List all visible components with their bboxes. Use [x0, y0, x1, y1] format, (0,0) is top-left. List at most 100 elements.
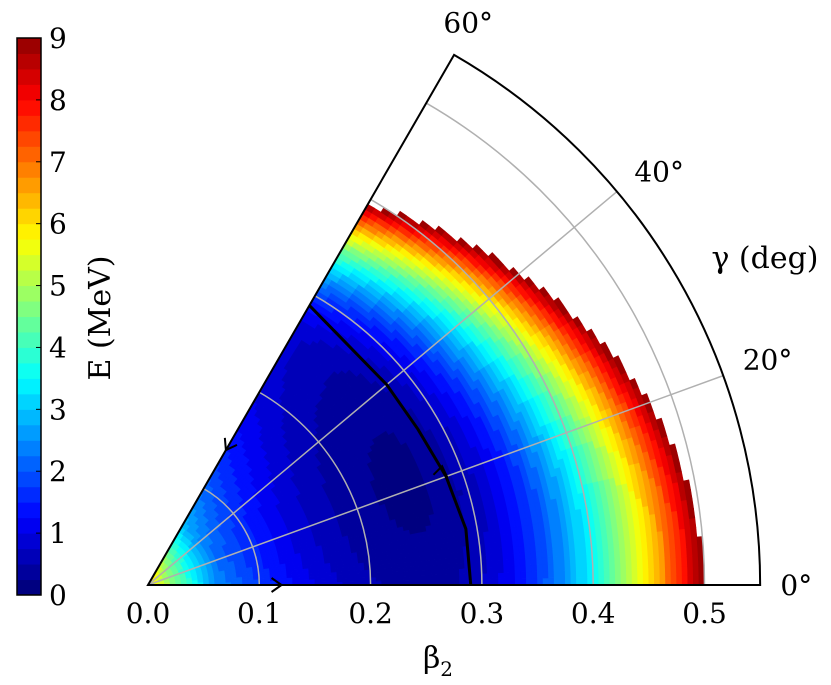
- energy-cell: [486, 566, 494, 574]
- energy-cell: [563, 547, 571, 557]
- energy-cell: [570, 569, 577, 578]
- energy-cell: [574, 546, 582, 556]
- energy-cell: [520, 564, 527, 573]
- energy-cell: [391, 567, 399, 573]
- energy-cell: [392, 575, 399, 582]
- energy-cell: [553, 570, 561, 579]
- energy-cell: [575, 554, 582, 563]
- energy-cell: [459, 573, 466, 580]
- energy-cell: [557, 548, 565, 557]
- energy-cell: [514, 571, 522, 579]
- energy-cell: [542, 577, 549, 585]
- energy-cell: [419, 560, 426, 567]
- energy-cell: [524, 544, 531, 553]
- energy-cell: [531, 577, 538, 585]
- energy-cell: [447, 557, 454, 565]
- energy-cell: [573, 539, 581, 548]
- energy-cell: [458, 568, 466, 575]
- energy-cell: [564, 569, 572, 579]
- energy-cell: [320, 578, 327, 583]
- energy-cell: [370, 576, 377, 582]
- energy-surface: [148, 203, 705, 585]
- energy-cell: [548, 577, 555, 585]
- energy-cell: [358, 573, 366, 578]
- energy-cell: [408, 570, 416, 577]
- energy-cell: [603, 568, 611, 578]
- energy-cell: [587, 576, 594, 585]
- energy-cell: [501, 540, 509, 549]
- energy-cell: [558, 562, 566, 571]
- energy-cell: [609, 568, 616, 578]
- energy-cell: [453, 562, 460, 570]
- energy-cell: [364, 576, 371, 582]
- energy-cell: [408, 566, 416, 572]
- energy-cell: [435, 558, 443, 566]
- energy-cell: [492, 572, 499, 580]
- energy-cell: [517, 538, 525, 547]
- energy-cell: [498, 572, 505, 580]
- energy-cell: [490, 548, 498, 556]
- energy-cell: [342, 577, 349, 582]
- energy-cell: [431, 569, 438, 576]
- energy-cell: [508, 552, 515, 561]
- energy-cell: [501, 546, 509, 555]
- energy-cell: [458, 557, 465, 564]
- energy-cell: [514, 558, 521, 567]
- energy-cell: [391, 562, 399, 569]
- energy-cell: [508, 565, 516, 573]
- energy-cell: [436, 574, 444, 581]
- energy-cell: [581, 577, 588, 585]
- energy-cell: [547, 563, 555, 572]
- energy-cell: [576, 577, 583, 585]
- energy-cell: [537, 577, 544, 585]
- energy-cell: [436, 569, 444, 576]
- energy-cell: [403, 575, 410, 581]
- energy-cell: [386, 567, 393, 573]
- energy-cell: [551, 541, 559, 550]
- energy-cell: [409, 575, 416, 581]
- energy-cell: [603, 560, 610, 570]
- energy-cell: [603, 576, 611, 585]
- energy-cell: [440, 548, 448, 555]
- energy-cell: [525, 557, 532, 566]
- energy-cell: [392, 571, 399, 577]
- energy-cell: [564, 555, 571, 564]
- energy-cell: [547, 556, 555, 565]
- energy-cell: [386, 571, 394, 577]
- energy-cell: [558, 555, 566, 564]
- energy-cell: [542, 563, 549, 572]
- energy-cell: [336, 577, 344, 583]
- energy-cell: [314, 578, 321, 583]
- energy-cell: [436, 564, 443, 571]
- energy-cell: [347, 573, 355, 579]
- energy-cell: [402, 561, 410, 568]
- energy-cell: [490, 541, 498, 550]
- energy-cell: [581, 569, 588, 578]
- energy-cell: [518, 545, 526, 553]
- energy-cell: [359, 577, 366, 582]
- energy-cell: [342, 574, 349, 579]
- energy-cell: [520, 571, 527, 579]
- energy-cell: [375, 572, 382, 578]
- energy-cell: [531, 571, 538, 579]
- energy-cell: [529, 543, 537, 552]
- energy-cell: [353, 577, 360, 582]
- energy-cell: [607, 543, 615, 554]
- energy-cell: [569, 554, 577, 564]
- energy-cell: [403, 570, 410, 577]
- energy-cell: [419, 570, 427, 576]
- energy-cell: [496, 553, 504, 561]
- energy-cell: [570, 562, 577, 571]
- energy-cell: [497, 559, 504, 567]
- energy-cell: [535, 543, 542, 552]
- energy-cell: [496, 547, 504, 555]
- energy-cell: [568, 539, 576, 549]
- energy-cell: [435, 553, 443, 561]
- energy-cell: [469, 556, 476, 563]
- energy-cell: [592, 576, 600, 585]
- energy-cell: [441, 563, 449, 570]
- energy-cell: [425, 574, 433, 581]
- energy-cell: [559, 570, 566, 579]
- energy-cell: [552, 548, 560, 557]
